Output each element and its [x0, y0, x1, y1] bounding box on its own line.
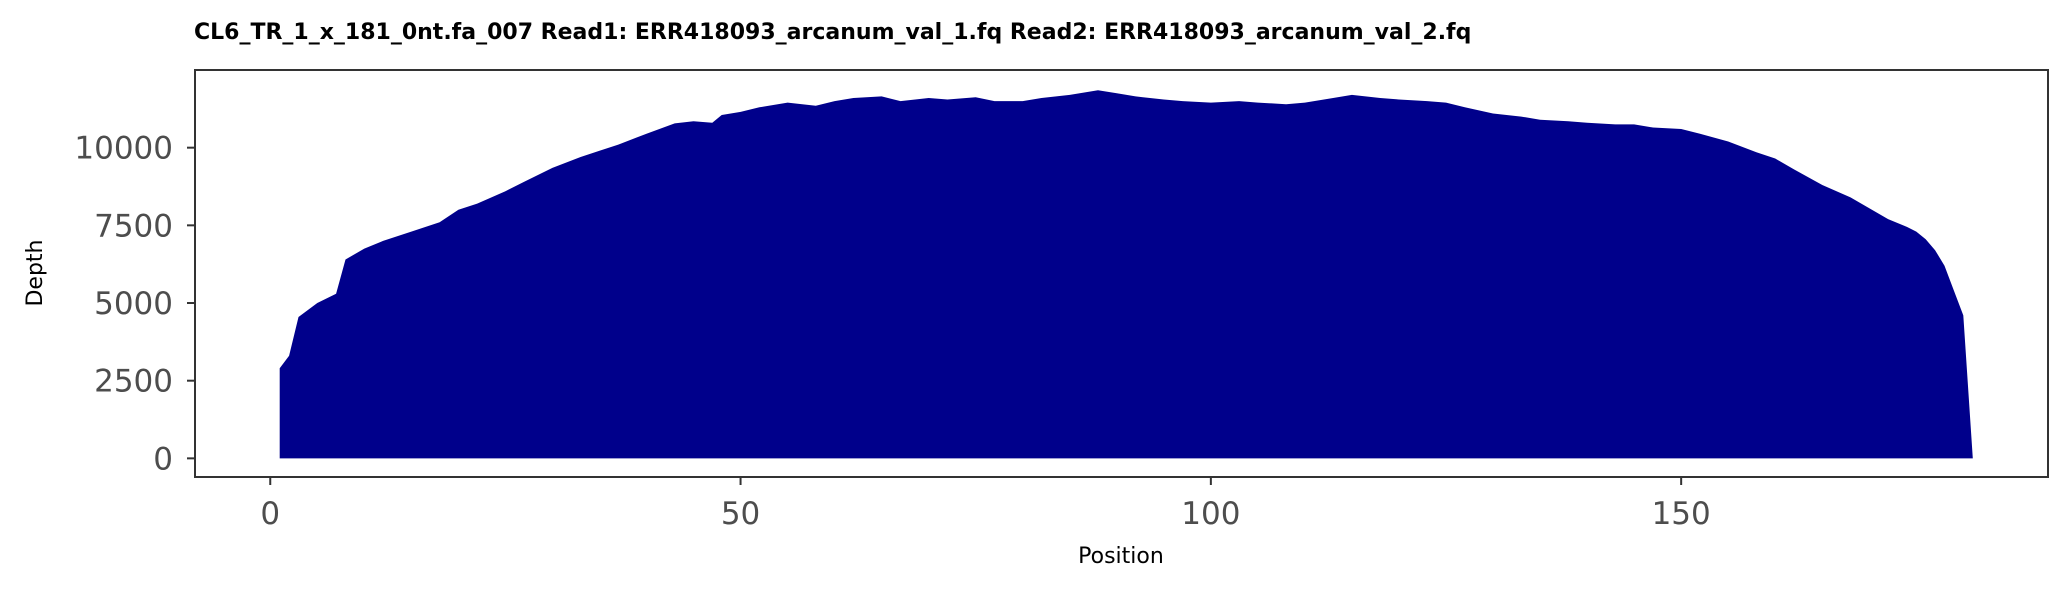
y-tick-label: 5000	[94, 286, 173, 322]
x-tick-label: 50	[721, 496, 760, 532]
y-axis-label: Depth	[23, 239, 48, 306]
y-tick-label: 2500	[94, 364, 173, 400]
y-tick-label: 10000	[74, 131, 173, 167]
y-tick-label: 7500	[94, 208, 173, 244]
plot-panel-border	[194, 69, 2049, 478]
x-axis: 0 50 100 150	[260, 477, 1711, 532]
depth-area	[279, 90, 1973, 459]
y-axis: 0 2500 5000 7500 10000	[74, 131, 195, 477]
x-tick-label: 100	[1181, 496, 1240, 532]
plot-area	[279, 90, 1973, 459]
x-tick-label: 150	[1652, 496, 1711, 532]
chart-title: CL6_TR_1_x_181_0nt.fa_007 Read1: ERR4180…	[194, 20, 1471, 45]
x-axis-label: Position	[1078, 544, 1164, 569]
y-tick-label: 0	[153, 441, 173, 477]
x-tick-label: 0	[260, 496, 280, 532]
